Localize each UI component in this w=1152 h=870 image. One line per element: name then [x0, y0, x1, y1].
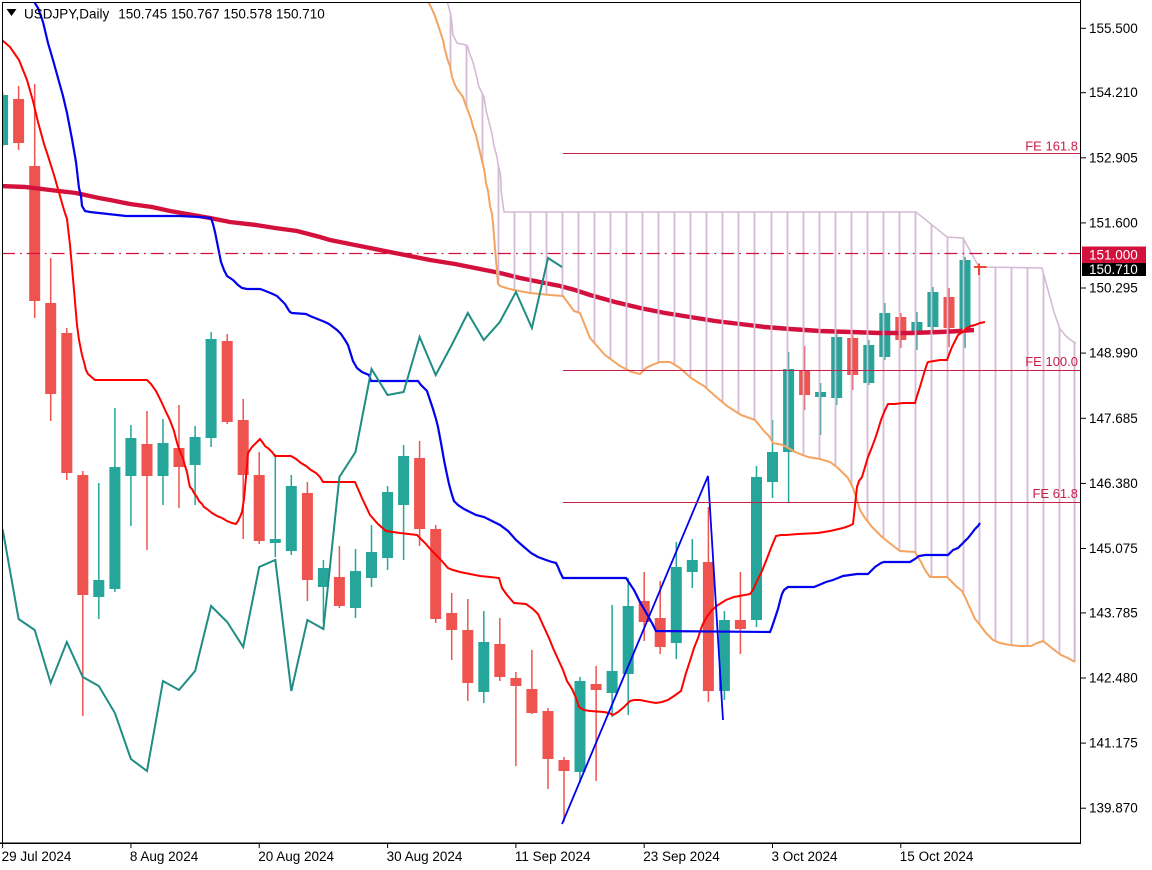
svg-text:146.380: 146.380: [1089, 476, 1138, 491]
svg-text:15 Oct 2024: 15 Oct 2024: [900, 849, 974, 864]
svg-text:20 Aug 2024: 20 Aug 2024: [258, 849, 334, 864]
svg-text:154.210: 154.210: [1089, 85, 1138, 100]
svg-text:29 Jul 2024: 29 Jul 2024: [2, 849, 72, 864]
svg-text:151.000: 151.000: [1089, 248, 1138, 263]
svg-text:150.710: 150.710: [1089, 262, 1138, 277]
svg-text:148.990: 148.990: [1089, 346, 1138, 361]
svg-text:147.685: 147.685: [1089, 411, 1138, 426]
svg-text:145.075: 145.075: [1089, 541, 1138, 556]
svg-text:30 Aug 2024: 30 Aug 2024: [387, 849, 463, 864]
svg-text:8 Aug 2024: 8 Aug 2024: [130, 849, 199, 864]
svg-text:155.500: 155.500: [1089, 21, 1138, 36]
svg-text:150.295: 150.295: [1089, 281, 1138, 296]
svg-text:139.870: 139.870: [1089, 801, 1138, 816]
svg-text:141.175: 141.175: [1089, 736, 1138, 751]
svg-text:152.905: 152.905: [1089, 150, 1138, 165]
svg-text:142.480: 142.480: [1089, 671, 1138, 686]
svg-text:FE 61.8: FE 61.8: [1032, 486, 1078, 501]
svg-text:FE 100.0: FE 100.0: [1025, 354, 1078, 369]
svg-text:23 Sep 2024: 23 Sep 2024: [643, 849, 720, 864]
svg-text:151.600: 151.600: [1089, 215, 1138, 230]
svg-text:3 Oct 2024: 3 Oct 2024: [772, 849, 839, 864]
svg-text:143.785: 143.785: [1089, 605, 1138, 620]
svg-text:FE 161.8: FE 161.8: [1025, 139, 1078, 154]
svg-text:11 Sep 2024: 11 Sep 2024: [515, 849, 591, 864]
